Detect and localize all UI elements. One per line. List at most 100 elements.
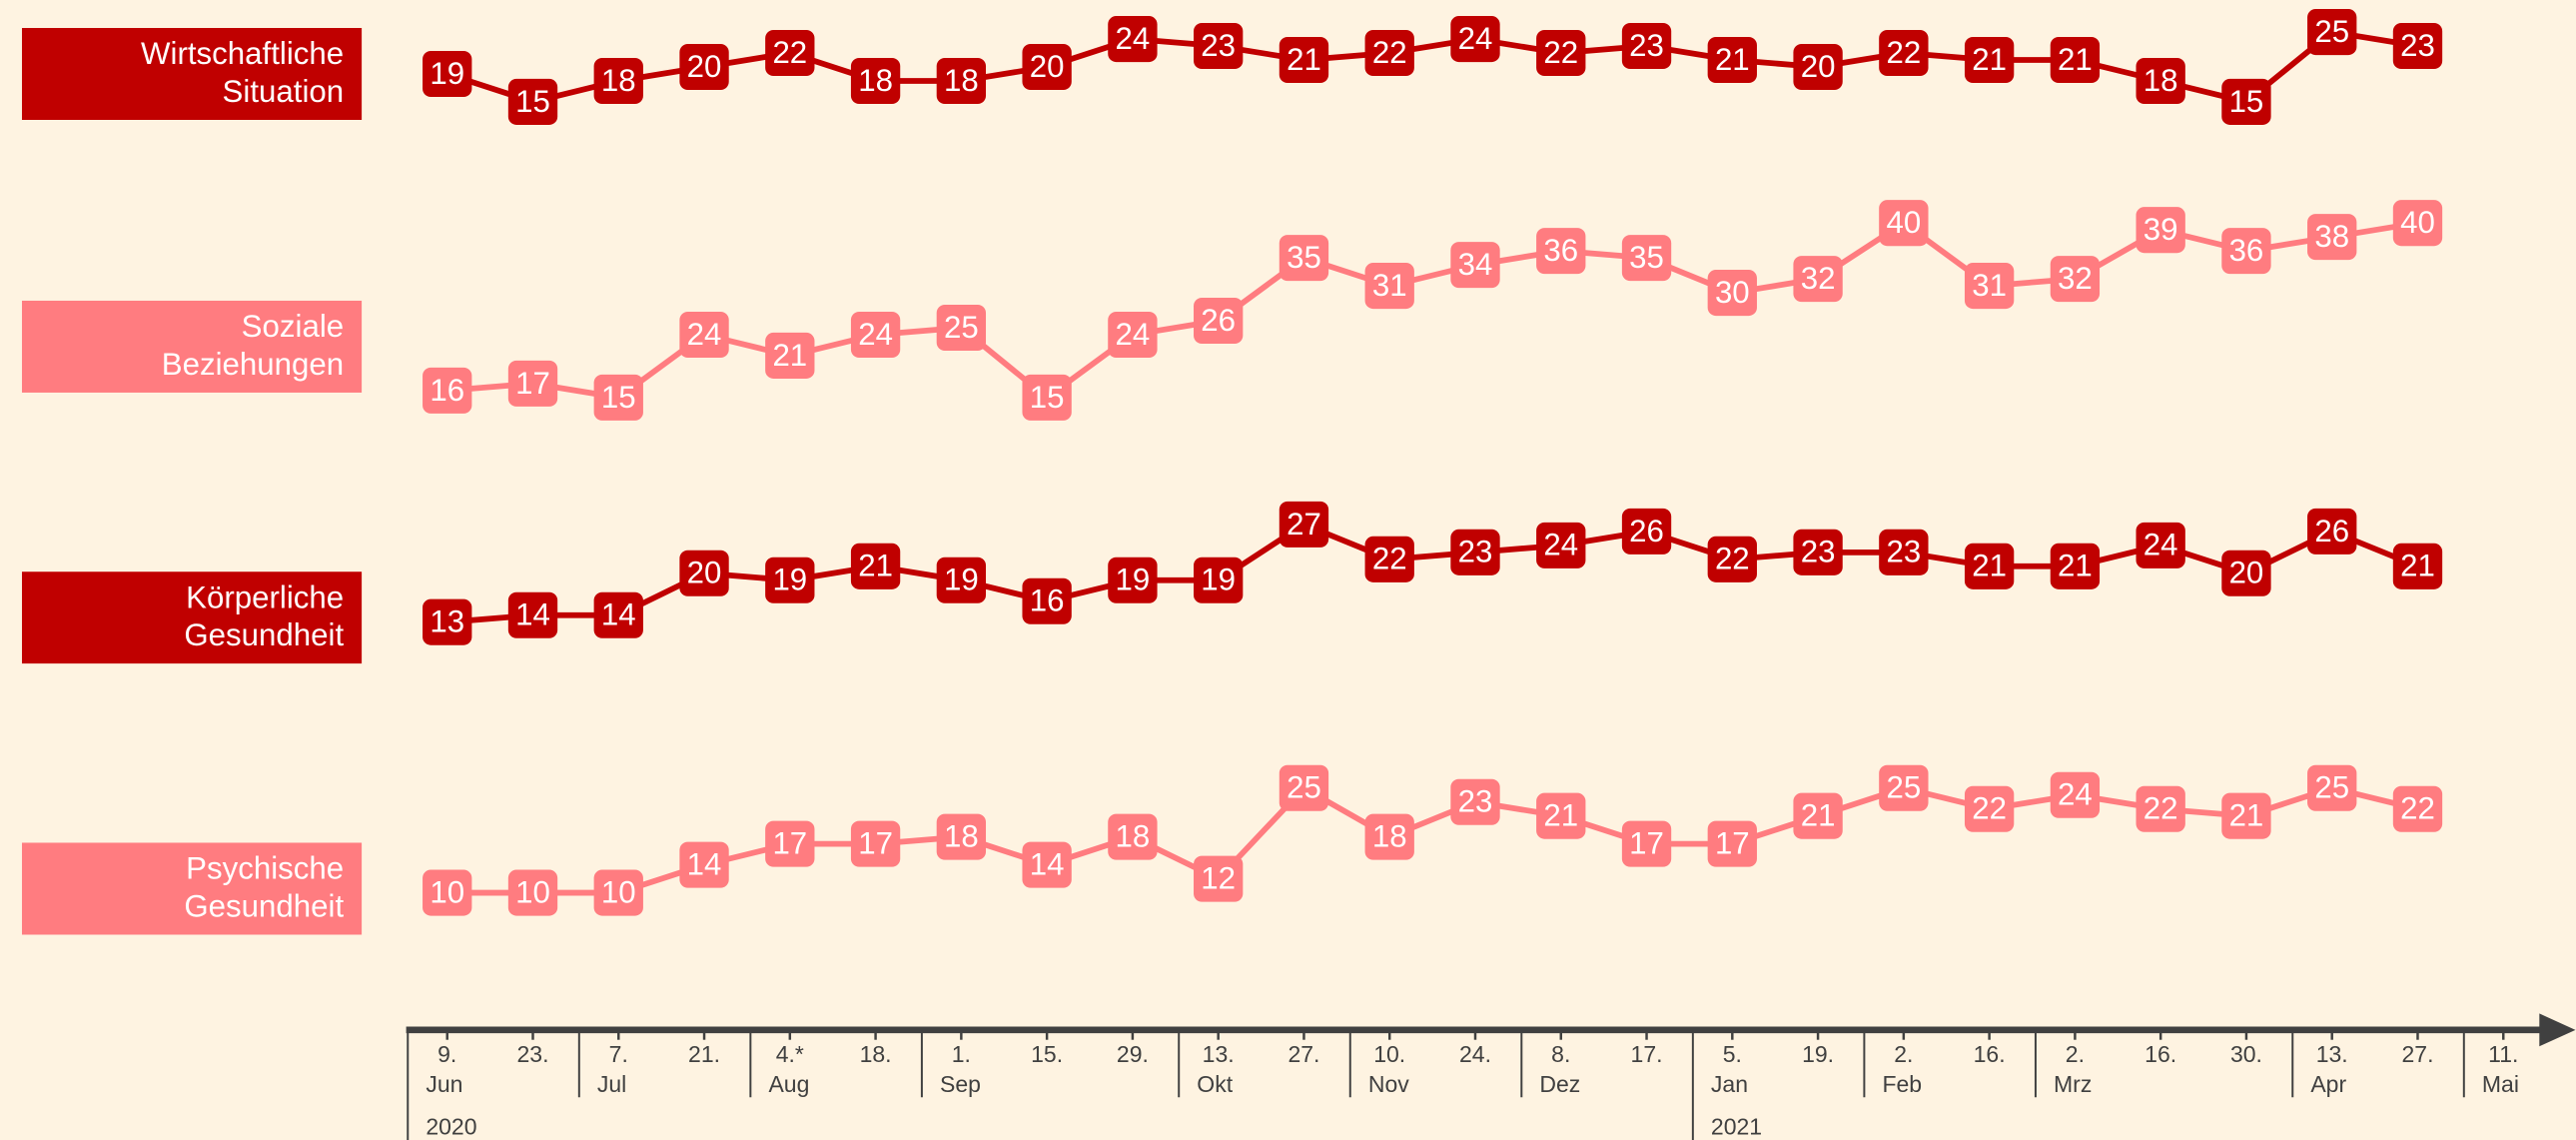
marker: [765, 332, 815, 379]
data-label: 15: [2229, 84, 2264, 119]
marker: [936, 557, 987, 603]
data-label: 21: [1287, 42, 1321, 77]
legend-label: Psychische Gesundheit: [184, 852, 345, 925]
data-label: 17: [1715, 826, 1750, 861]
marker: [2307, 764, 2357, 811]
year-label: 2020: [426, 1114, 476, 1140]
data-label: 40: [1886, 205, 1921, 240]
month-label: Feb: [1882, 1071, 1922, 1097]
marker: [850, 543, 901, 589]
data-label: 35: [1629, 240, 1664, 275]
x-tick-label: 2.: [2066, 1041, 2085, 1067]
marker: [1707, 36, 1757, 84]
marker: [1793, 529, 1843, 575]
marker: [1621, 820, 1672, 867]
data-label: 18: [944, 63, 979, 98]
marker: [936, 57, 987, 104]
data-label: 22: [1886, 35, 1921, 70]
marker: [1450, 778, 1500, 825]
series-label: Psychische Gesundheit: [21, 842, 363, 935]
x-tick-label: 15.: [1031, 1041, 1063, 1067]
data-label: 31: [1972, 268, 2007, 303]
marker: [1964, 263, 2015, 310]
data-label: 22: [772, 35, 807, 70]
marker: [936, 813, 987, 860]
year-label: 2021: [1711, 1114, 1762, 1140]
data-label: 25: [1287, 770, 1321, 805]
marker: [1022, 841, 1072, 888]
marker: [593, 591, 643, 638]
marker: [1536, 522, 1586, 569]
data-label: 30: [1715, 275, 1750, 310]
data-label: 16: [1030, 583, 1065, 618]
marker: [1793, 43, 1843, 91]
data-label: 14: [515, 597, 550, 632]
data-label: 26: [1201, 303, 1236, 338]
marker: [1279, 764, 1329, 811]
data-label: 38: [2314, 219, 2349, 254]
marker: [2307, 508, 2357, 555]
data-label: 21: [858, 549, 893, 583]
data-label: 17: [772, 826, 807, 861]
series-label-box: Wirtschaftliche Situation: [21, 27, 363, 121]
marker: [2307, 214, 2357, 261]
data-label: 18: [601, 63, 636, 98]
x-tick-label: 30.: [2230, 1041, 2262, 1067]
data-label: 16: [429, 373, 464, 408]
marker: [2050, 543, 2101, 589]
marker: [2136, 785, 2185, 832]
marker: [679, 43, 729, 91]
data-label: 36: [1543, 233, 1578, 268]
marker: [423, 367, 472, 414]
data-label: 19: [1201, 563, 1236, 597]
month-label: Jan: [1711, 1071, 1748, 1097]
marker: [1108, 813, 1158, 860]
data-label: 22: [1543, 35, 1578, 70]
data-label: 10: [515, 874, 550, 909]
marker: [679, 550, 729, 596]
marker: [2307, 9, 2357, 56]
marker: [2221, 550, 2271, 596]
data-label: 23: [1201, 28, 1236, 63]
marker: [1364, 30, 1414, 77]
marker: [1621, 508, 1672, 555]
x-tick-label: 4.*: [776, 1041, 804, 1067]
month-label: Mai: [2482, 1071, 2519, 1097]
marker: [1536, 792, 1586, 839]
series-label-box: Körperliche Gesundheit: [21, 571, 363, 664]
data-label: 24: [1116, 317, 1151, 352]
data-label: 23: [1801, 535, 1836, 570]
marker: [507, 78, 558, 125]
data-label: 19: [429, 56, 464, 91]
series-label: Körperliche Gesundheit: [21, 571, 363, 664]
data-label: 14: [1030, 847, 1065, 882]
marker: [2392, 543, 2443, 589]
month-label: Apr: [2310, 1071, 2346, 1097]
data-label: 40: [2400, 205, 2435, 240]
data-label: 31: [1372, 268, 1407, 303]
marker: [507, 591, 558, 638]
data-label: 19: [1116, 563, 1151, 597]
data-label: 20: [687, 556, 722, 590]
x-tick-label: 7.: [609, 1041, 628, 1067]
month-label: Sep: [940, 1071, 981, 1097]
x-tick-label: 29.: [1117, 1041, 1149, 1067]
marker: [1621, 23, 1672, 70]
data-label: 35: [1287, 240, 1321, 275]
marker: [1194, 855, 1244, 902]
data-label: 32: [1801, 261, 1836, 296]
data-label: 22: [1972, 791, 2007, 826]
marker: [1108, 16, 1158, 63]
marker: [1621, 235, 1672, 282]
data-label: 26: [2314, 514, 2349, 549]
data-label: 18: [944, 819, 979, 854]
marker: [1022, 374, 1072, 421]
data-label: 21: [1972, 42, 2007, 77]
data-label: 18: [858, 63, 893, 98]
x-tick-label: 27.: [2401, 1041, 2433, 1067]
marker: [1194, 557, 1244, 603]
x-tick-label: 19.: [1802, 1041, 1834, 1067]
data-label: 25: [2314, 14, 2349, 49]
marker: [1879, 200, 1929, 247]
marker: [2050, 771, 2101, 818]
